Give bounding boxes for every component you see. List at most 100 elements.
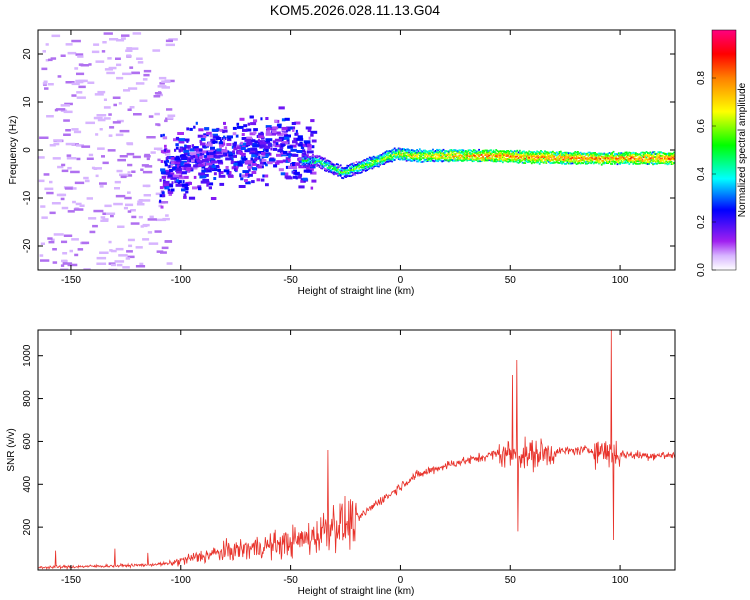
- ridge-cell: [511, 155, 513, 158]
- noise-speckle: [128, 87, 138, 90]
- ridge-cell: [656, 158, 658, 160]
- energy-cell: [303, 143, 306, 147]
- ridge-cell: [639, 162, 641, 165]
- noise-speckle: [135, 246, 143, 249]
- ridge-cell: [542, 152, 545, 155]
- ridge-cell: [595, 159, 598, 162]
- noise-speckle: [139, 99, 148, 102]
- ridge-cell: [413, 157, 416, 160]
- ridge-cell: [598, 162, 600, 165]
- ridge-cell: [488, 159, 491, 161]
- y-tick-label: 400: [22, 476, 33, 493]
- noise-speckle: [74, 181, 85, 185]
- ridge-cell: [389, 150, 392, 153]
- ridge-cell: [562, 152, 565, 154]
- ridge-cell: [404, 152, 407, 154]
- ridge-cell: [312, 161, 314, 164]
- ridge-cell: [425, 158, 428, 160]
- ridge-cell: [421, 156, 424, 159]
- noise-speckle: [46, 191, 54, 195]
- ridge-cell: [412, 156, 415, 159]
- energy-cell: [212, 140, 218, 144]
- ridge-cell: [399, 153, 401, 155]
- y-tick-label: -10: [22, 190, 33, 205]
- ridge-cell: [304, 164, 306, 167]
- noise-speckle: [67, 263, 78, 267]
- ridge-cell: [325, 170, 328, 172]
- noise-speckle: [166, 262, 173, 265]
- ridge-cell: [501, 159, 504, 162]
- ridge-cell: [528, 159, 531, 162]
- ridge-cell: [421, 161, 424, 163]
- noise-speckle: [77, 248, 84, 251]
- ridge-cell: [440, 159, 442, 162]
- energy-cell: [252, 160, 256, 163]
- energy-cell: [248, 168, 251, 172]
- energy-cell: [281, 153, 287, 157]
- energy-cell: [215, 155, 221, 159]
- ridge-cell: [570, 152, 573, 155]
- ridge-cell: [355, 169, 358, 172]
- ridge-cell: [487, 155, 490, 158]
- ridge-cell: [372, 163, 375, 166]
- ridge-cell: [594, 158, 596, 161]
- ridge-cell: [665, 162, 668, 165]
- energy-cell: [304, 150, 307, 154]
- ridge-cell: [382, 152, 384, 155]
- ridge-cell: [529, 158, 532, 161]
- energy-cell: [291, 122, 296, 125]
- ridge-cell: [623, 162, 625, 164]
- energy-cell: [164, 160, 167, 164]
- ridge-cell: [363, 168, 366, 171]
- ridge-cell: [440, 154, 442, 157]
- ridge-cell: [445, 155, 447, 157]
- colorbar-tick-label: 0.0: [696, 263, 707, 277]
- ridge-cell: [533, 161, 536, 164]
- energy-cell: [218, 174, 226, 178]
- noise-speckle: [127, 210, 132, 213]
- ridge-cell: [321, 164, 324, 167]
- energy-cell: [207, 141, 212, 145]
- ridge-cell: [305, 162, 308, 165]
- ridge-cell: [465, 155, 467, 157]
- ridge-cell: [608, 152, 611, 154]
- ridge-cell: [610, 153, 612, 155]
- ridge-cell: [467, 155, 470, 158]
- energy-cell: [244, 179, 248, 183]
- noise-speckle: [146, 136, 156, 139]
- ridge-cell: [606, 158, 608, 161]
- ridge-cell: [598, 154, 600, 157]
- energy-cell: [223, 169, 230, 173]
- ridge-cell: [658, 151, 661, 154]
- ridge-cell: [440, 156, 442, 159]
- ridge-cell: [563, 151, 566, 154]
- ridge-cell: [579, 155, 582, 158]
- ridge-cell: [358, 162, 361, 165]
- ridge-cell: [649, 161, 652, 163]
- energy-cell: [159, 194, 164, 198]
- ridge-cell: [500, 155, 503, 158]
- noise-speckle: [135, 82, 145, 85]
- ridge-cell: [527, 154, 529, 157]
- ridge-cell: [582, 158, 585, 160]
- ridge-cell: [379, 163, 382, 166]
- ridge-cell: [397, 156, 400, 159]
- noise-speckle: [163, 174, 171, 177]
- ridge-cell: [540, 158, 542, 161]
- ridge-cell: [567, 152, 570, 155]
- energy-cell: [249, 132, 256, 136]
- ridge-cell: [432, 153, 434, 155]
- ridge-cell: [627, 154, 629, 157]
- energy-cell: [221, 149, 228, 153]
- ridge-cell: [474, 155, 476, 157]
- ridge-cell: [646, 152, 649, 154]
- energy-cell: [188, 196, 196, 200]
- energy-cell: [281, 143, 284, 147]
- ridge-cell: [592, 152, 595, 154]
- energy-cell: [210, 146, 215, 150]
- energy-cell: [163, 180, 170, 184]
- ridge-cell: [561, 155, 563, 157]
- ridge-cell: [574, 160, 577, 163]
- energy-cell: [293, 171, 300, 175]
- noise-speckle: [116, 169, 123, 173]
